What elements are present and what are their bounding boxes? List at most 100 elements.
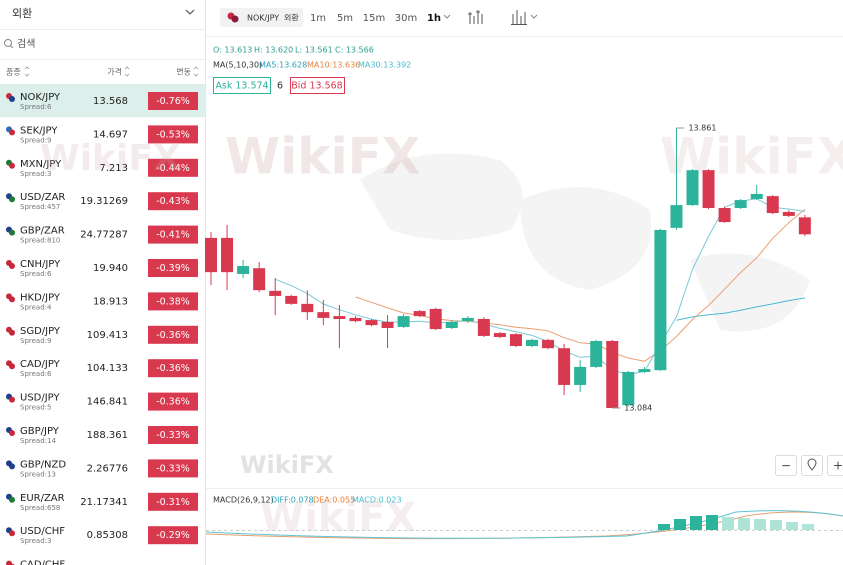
row-spread: Spread:810	[20, 237, 60, 245]
interval-option[interactable]: 1h	[427, 13, 441, 24]
change-badge	[148, 92, 198, 110]
candle-body	[365, 320, 378, 326]
row-symbol[interactable]: CAD/JPY	[20, 359, 61, 370]
dropdown-chevron[interactable]	[443, 14, 538, 19]
macd-diff-line	[205, 510, 843, 539]
ma5-value: MA5:13.628	[259, 61, 307, 70]
ma10-value: MA10:13.636	[307, 61, 360, 70]
row-symbol[interactable]: GBP/NZD	[20, 459, 66, 470]
candle-body	[574, 366, 587, 385]
candle-body	[445, 321, 458, 328]
row-symbol[interactable]: USD/ZAR	[20, 192, 65, 203]
flag-icon	[9, 196, 15, 203]
search-input[interactable]: 검색	[17, 38, 35, 50]
candle-body	[429, 308, 442, 330]
row-symbol[interactable]: USD/CHF	[20, 526, 65, 537]
row-spread: Spread:658	[20, 504, 60, 512]
flag-icon	[6, 560, 12, 565]
change-badge	[148, 459, 198, 478]
row-price: 14.697	[93, 129, 128, 140]
row-spread: Spread:6	[20, 370, 52, 378]
change-badge	[148, 426, 198, 444]
column-header[interactable]: 품종	[6, 68, 21, 77]
row-symbol[interactable]: GBP/ZAR	[20, 226, 65, 237]
row-change: -0.44%	[156, 163, 190, 174]
row-price: 19.31269	[80, 196, 128, 207]
row-symbol[interactable]: NOK/JPY	[20, 92, 61, 103]
row-change: -0.31%	[156, 497, 190, 508]
column-header[interactable]: 변동	[176, 67, 191, 77]
flag-icon	[9, 229, 15, 236]
change-badge	[148, 392, 198, 411]
flag-icon	[9, 329, 15, 336]
watermark: WikiFX	[260, 495, 416, 541]
interval-bar: 1m 5m 15m 30m 1h	[310, 13, 441, 24]
change-badge	[148, 325, 198, 344]
macd-bar	[770, 520, 782, 530]
zoom-in-label[interactable]: +	[833, 459, 843, 473]
row-spread: Spread:457	[20, 203, 60, 211]
candle-body	[301, 303, 314, 313]
macd-label: MACD(26,9,12)	[213, 496, 274, 505]
symbol-tab[interactable]	[220, 8, 303, 27]
candle-body	[205, 237, 217, 273]
row-price: 109.413	[87, 330, 128, 341]
row-spread: Spread:13	[20, 470, 56, 478]
candle-body	[493, 333, 506, 338]
row-price: 21.17341	[80, 497, 128, 508]
interval-option[interactable]: 30m	[395, 13, 417, 24]
candle-body	[590, 340, 603, 367]
macd-bar	[786, 522, 798, 530]
interval-option[interactable]: 15m	[363, 13, 385, 24]
quote-spread: 6	[277, 81, 283, 92]
chart-type-icon[interactable]	[511, 10, 527, 25]
dropdown-chevron[interactable]	[185, 9, 195, 15]
row-symbol[interactable]: CAD/CHF	[20, 560, 65, 565]
row-spread: Spread:9	[20, 136, 51, 144]
candle-body	[477, 318, 490, 336]
zoom-in-button[interactable]	[827, 455, 843, 476]
row-price: 24.77287	[80, 230, 128, 241]
candle-body	[542, 339, 555, 349]
candle-body	[622, 371, 635, 406]
ask-price[interactable]: Ask 13.574	[215, 81, 268, 92]
zoom-out-button[interactable]	[775, 455, 797, 476]
row-change: -0.36%	[156, 330, 190, 341]
zoom-out-label[interactable]: −	[781, 459, 791, 473]
sidebar-title[interactable]: 외환	[12, 7, 32, 20]
row-symbol[interactable]: SGD/JPY	[20, 326, 61, 337]
ohlc-close: C: 13.566	[335, 46, 374, 55]
row-symbol[interactable]: HKD/JPY	[20, 292, 61, 303]
row-price: 104.133	[87, 363, 128, 374]
row-symbol[interactable]: EUR/ZAR	[20, 493, 65, 504]
symbol-tab-market[interactable]: 외환	[284, 13, 299, 23]
macd-bar	[706, 515, 718, 530]
row-symbol[interactable]: MXN/JPY	[20, 159, 62, 170]
macd-bar	[674, 519, 686, 530]
watermark: WikiFX	[40, 138, 181, 179]
symbol-tab-label[interactable]: NOK/JPY	[247, 14, 279, 23]
row-change: -0.41%	[156, 230, 190, 241]
ask-button[interactable]	[213, 77, 271, 94]
change-badge	[148, 225, 198, 244]
change-badge	[148, 492, 198, 511]
row-symbol[interactable]: CNH/JPY	[20, 259, 61, 270]
bid-button[interactable]	[290, 77, 345, 94]
row-symbol[interactable]: GBP/JPY	[20, 426, 60, 437]
candle-body	[526, 339, 538, 347]
macd-diff: DIFF:0.078	[271, 496, 314, 505]
interval-option[interactable]: 1m	[310, 13, 326, 24]
interval-option[interactable]: 5m	[337, 13, 353, 24]
indicator-icon[interactable]	[468, 10, 483, 24]
row-symbol[interactable]: SEK/JPY	[20, 125, 58, 136]
row-symbol[interactable]: USD/JPY	[20, 393, 60, 404]
ma30-value: MA30:13.392	[358, 61, 411, 70]
candle-body	[349, 317, 362, 322]
bid-price[interactable]: Bid 13.568	[291, 81, 342, 92]
row-spread: Spread:9	[20, 337, 51, 345]
change-badge	[148, 192, 198, 211]
flag-icon	[9, 363, 15, 370]
locate-button[interactable]	[801, 455, 823, 476]
column-header[interactable]: 가격	[107, 67, 122, 77]
